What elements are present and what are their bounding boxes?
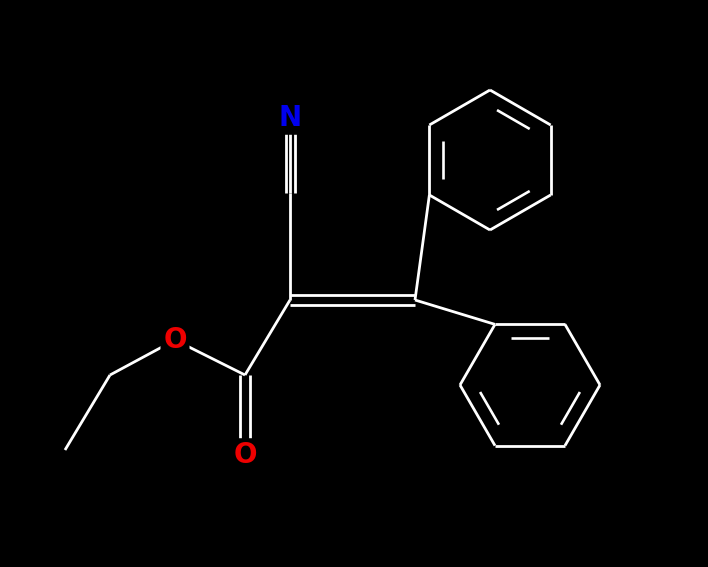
Text: O: O [164,326,187,354]
Text: O: O [233,441,257,469]
Text: N: N [278,104,302,132]
